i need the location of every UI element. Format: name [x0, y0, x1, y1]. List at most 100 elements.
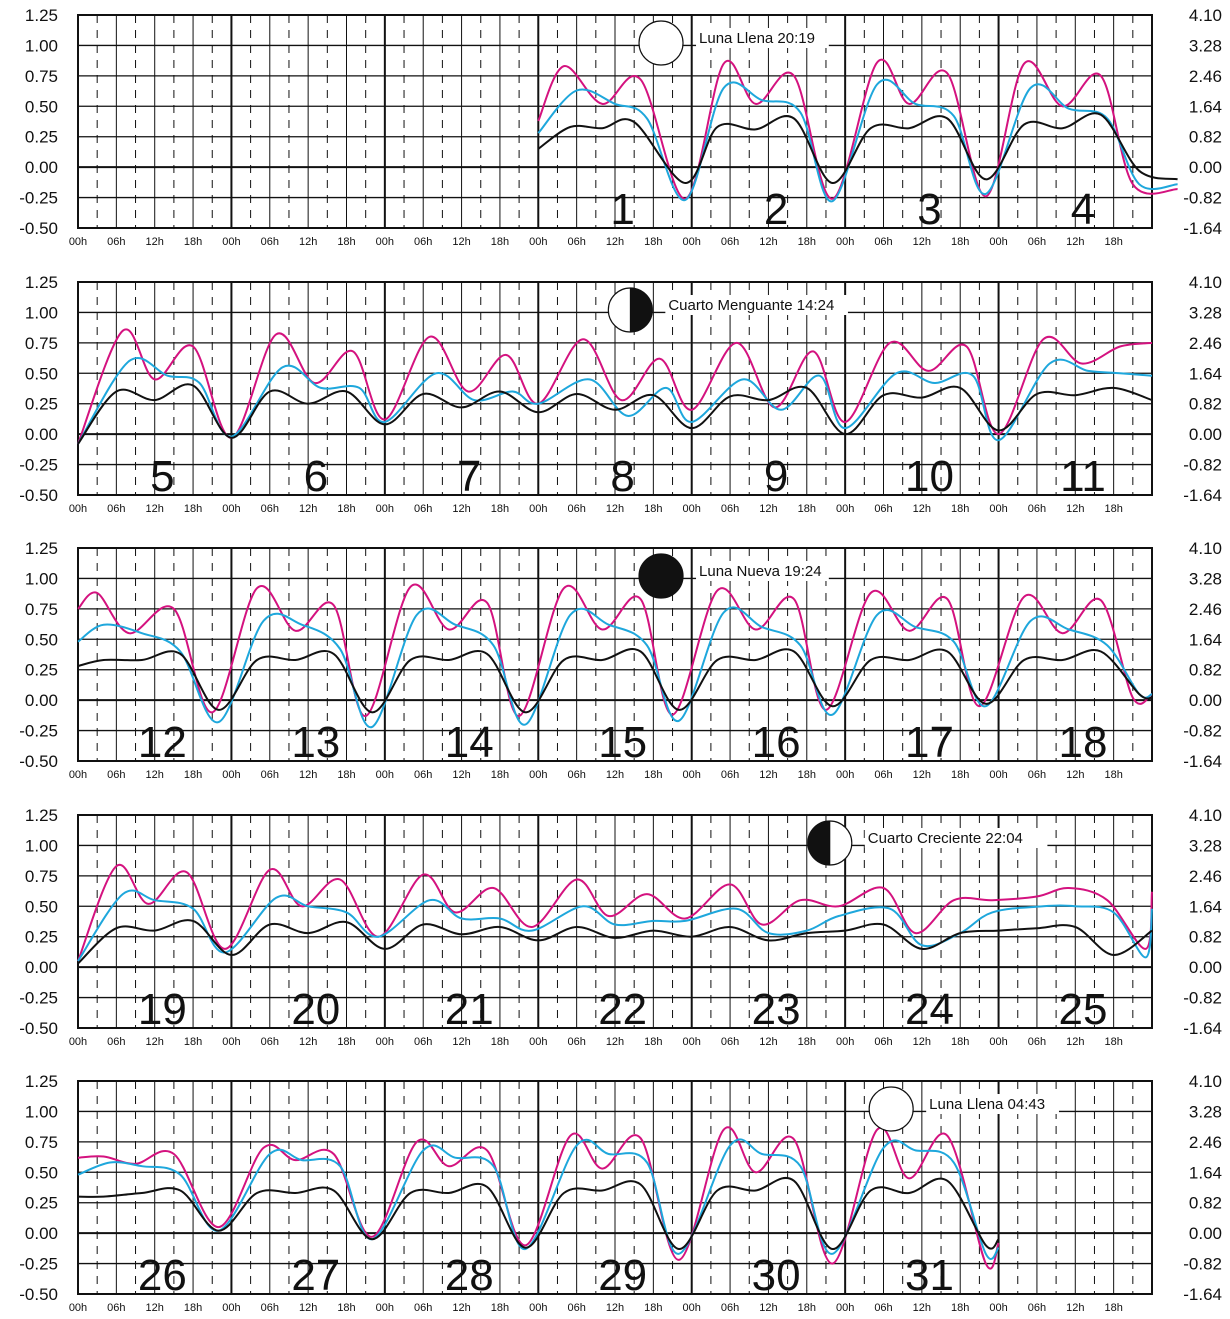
hour-tick-label: 12h [913, 236, 931, 248]
chart-panel: 1.25 1.00 0.75 0.50 0.25 0.00 -0.25 -0.50 4.10 3.… [19, 1072, 1222, 1314]
hour-tick-label: 18h [337, 1036, 355, 1048]
left-axis-tick-label: -0.25 [19, 189, 58, 208]
series-line-black [77, 1177, 1000, 1251]
day-number: 29 [598, 1251, 647, 1300]
hour-tick-label: 12h [1066, 1302, 1084, 1314]
hour-tick-label: 06h [414, 769, 432, 781]
right-axis-tick-label: 0.82 [1189, 128, 1222, 147]
hour-tick-label: 18h [491, 1302, 509, 1314]
day-number: 3 [917, 185, 941, 234]
right-axis-tick-label: -0.82 [1183, 722, 1222, 741]
hour-tick-label: 06h [414, 503, 432, 515]
right-axis-tick-label: 0.00 [1189, 158, 1222, 177]
chart-panel: 1.25 1.00 0.75 0.50 0.25 0.00 -0.25 -0.50 4.10 3.… [19, 6, 1222, 248]
hour-tick-label: 06h [1028, 1302, 1046, 1314]
series-line-magenta [77, 583, 1153, 717]
hour-tick-label: 18h [644, 236, 662, 248]
left-axis-tick-label: 1.00 [25, 303, 58, 322]
hour-tick-label: 18h [798, 503, 816, 515]
right-axis-tick-label: 3.28 [1189, 569, 1222, 588]
hour-tick-label: 00h [989, 503, 1007, 515]
hour-tick-label: 06h [874, 236, 892, 248]
moon-phase-label: Luna Llena 04:43 [929, 1096, 1045, 1113]
left-axis-tick-label: -0.25 [19, 722, 58, 741]
day-number: 26 [138, 1251, 187, 1300]
hour-tick-label: 00h [529, 769, 547, 781]
hour-tick-label: 00h [836, 769, 854, 781]
hour-tick-label: 12h [146, 1302, 164, 1314]
series-line-cyan [77, 1138, 1000, 1260]
day-number: 19 [138, 985, 187, 1034]
left-axis-tick-label: 0.50 [25, 97, 58, 116]
hour-tick-label: 12h [146, 503, 164, 515]
moon-phase-label: Luna Llena 20:19 [699, 30, 815, 47]
moon-label-background [926, 1094, 1059, 1114]
hour-tick-label: 12h [299, 769, 317, 781]
right-axis-tick-label: 0.00 [1189, 425, 1222, 444]
hour-tick-label: 18h [1104, 503, 1122, 515]
hour-tick-label: 06h [1028, 1036, 1046, 1048]
hour-tick-label: 00h [989, 236, 1007, 248]
hour-tick-label: 00h [836, 1302, 854, 1314]
hour-tick-label: 00h [376, 503, 394, 515]
left-axis-tick-label: 1.25 [25, 539, 58, 558]
hour-tick-label: 06h [107, 1302, 125, 1314]
hour-tick-label: 06h [874, 1302, 892, 1314]
hour-tick-label: 00h [69, 503, 87, 515]
hour-tick-label: 18h [184, 236, 202, 248]
left-axis-tick-label: 1.25 [25, 6, 58, 25]
left-axis-tick-label: 0.50 [25, 1163, 58, 1182]
series-line-black [537, 112, 1178, 185]
hour-tick-label: 12h [299, 236, 317, 248]
hour-tick-label: 06h [874, 769, 892, 781]
left-axis-tick-label: 0.75 [25, 67, 58, 86]
hour-tick-label: 12h [913, 1302, 931, 1314]
hour-tick-label: 18h [644, 503, 662, 515]
chart-panel: 1.25 1.00 0.75 0.50 0.25 0.00 -0.25 -0.50 4.10 3.… [19, 539, 1222, 781]
hour-tick-label: 12h [452, 1036, 470, 1048]
hour-tick-label: 18h [184, 769, 202, 781]
right-axis-tick-label: 4.10 [1189, 6, 1222, 25]
hour-tick-label: 06h [567, 236, 585, 248]
right-axis-tick-label: -0.82 [1183, 189, 1222, 208]
left-axis-tick-label: 0.00 [25, 1224, 58, 1243]
chart-panel: 1.25 1.00 0.75 0.50 0.25 0.00 -0.25 -0.50 4.10 3.… [19, 806, 1222, 1048]
hour-tick-label: 18h [184, 503, 202, 515]
hour-tick-label: 12h [759, 769, 777, 781]
hour-tick-label: 06h [721, 1302, 739, 1314]
hour-tick-label: 18h [337, 236, 355, 248]
hour-tick-label: 18h [798, 1302, 816, 1314]
right-axis-tick-label: 2.46 [1189, 334, 1222, 353]
moon-phase-icon [868, 1086, 914, 1132]
series-line-black [77, 648, 1153, 714]
right-axis-tick-label: 2.46 [1189, 867, 1222, 886]
hour-tick-label: 00h [529, 1302, 547, 1314]
hour-tick-label: 00h [989, 1036, 1007, 1048]
left-axis-tick-label: 0.75 [25, 334, 58, 353]
hour-tick-label: 06h [261, 1302, 279, 1314]
left-axis-tick-label: 0.50 [25, 630, 58, 649]
hour-tick-label: 12h [606, 236, 624, 248]
hour-tick-label: 06h [721, 236, 739, 248]
hour-tick-label: 00h [683, 503, 701, 515]
right-axis-tick-label: 0.82 [1189, 395, 1222, 414]
left-axis-tick-label: -0.25 [19, 1255, 58, 1274]
right-axis-tick-label: 4.10 [1189, 1072, 1222, 1091]
day-number: 7 [457, 452, 481, 501]
left-axis-tick-label: 1.25 [25, 806, 58, 825]
hour-tick-label: 06h [1028, 769, 1046, 781]
hour-tick-label: 18h [1104, 1302, 1122, 1314]
hour-tick-label: 00h [376, 769, 394, 781]
right-axis-tick-label: 4.10 [1189, 539, 1222, 558]
left-axis-tick-label: 0.00 [25, 158, 58, 177]
series-line-magenta [77, 328, 1153, 445]
day-number: 16 [752, 718, 801, 767]
hour-tick-label: 00h [69, 1036, 87, 1048]
hour-tick-label: 12h [606, 1302, 624, 1314]
right-axis-tick-label: 3.28 [1189, 836, 1222, 855]
moon-phase-label: Luna Nueva 19:24 [699, 563, 822, 580]
left-axis-tick-label: -0.50 [19, 1019, 58, 1038]
right-axis-tick-label: -1.64 [1183, 752, 1222, 771]
hour-tick-label: 00h [836, 503, 854, 515]
